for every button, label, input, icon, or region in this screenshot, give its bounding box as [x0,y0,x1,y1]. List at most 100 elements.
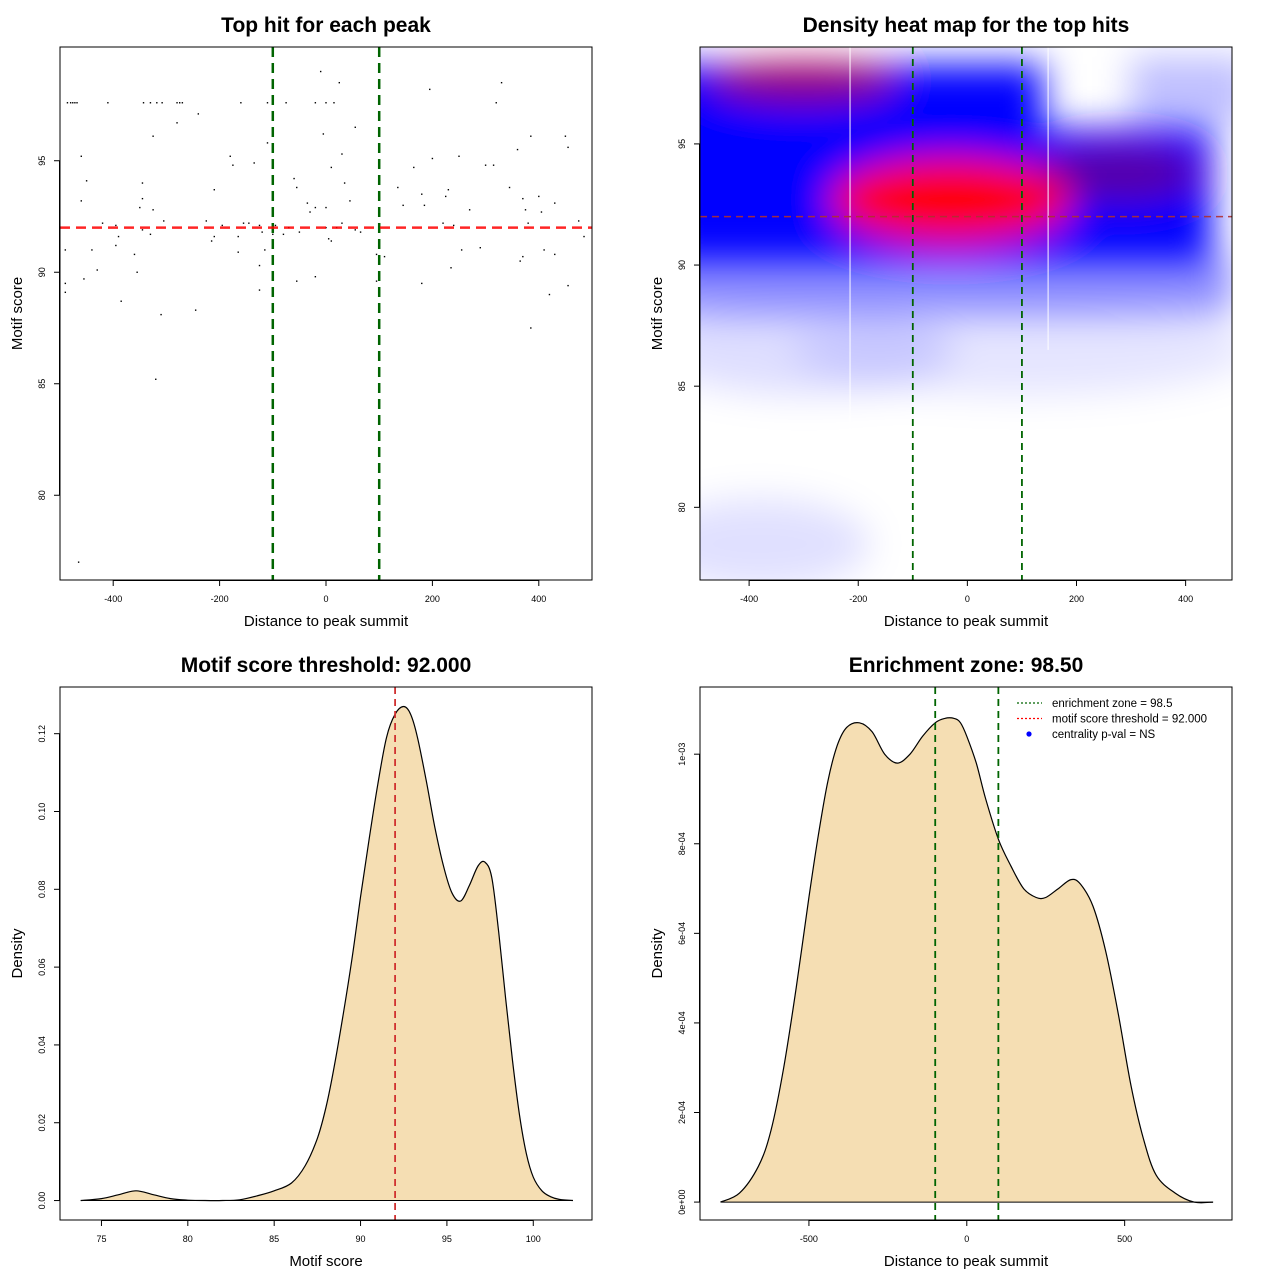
data-point [431,157,434,160]
data-point [354,126,356,128]
density-band [700,255,1232,314]
data-point [527,222,529,224]
y-tick-label: 2e-04 [677,1101,687,1124]
y-tick-label: 80 [37,490,47,500]
legend-label: centrality p-val = NS [1052,729,1156,741]
y-axis-label: Density [9,928,26,979]
plot-area [720,687,1214,1220]
x-axis-label: Distance to peak summit [884,1253,1049,1270]
data-point [338,81,340,84]
chart-title: Density heat map for the top hits [803,14,1130,37]
y-tick-label: 90 [677,260,687,270]
data-point [519,260,521,262]
data-point [242,222,245,224]
data-point [524,209,527,211]
data-point [64,249,67,251]
data-point [221,224,223,227]
plot-frame [699,46,1233,581]
x-tick-label: 0 [964,1234,969,1244]
legend: enrichment zone = 98.5 motif score thresh… [1017,698,1207,741]
data-point [530,327,532,329]
data-point [319,70,322,73]
data-point [69,102,72,104]
x-tick-label: 75 [96,1234,106,1244]
y-tick-label: 0.02 [37,1114,47,1132]
y-axis-label: Density [649,928,666,979]
data-point [325,206,327,209]
data-point [66,102,69,104]
data-point [578,220,580,222]
data-point [484,164,487,166]
chart-title: Enrichment zone: 98.50 [849,654,1084,677]
data-point [397,186,399,189]
data-point [421,193,423,195]
y-tick-label: 85 [37,379,47,389]
data-point [120,300,122,302]
x-tick-label: 200 [425,594,440,604]
data-point [80,200,82,202]
score-density-panel: Motif score threshold: 92.000 Motif score… [9,654,593,1270]
data-point [442,222,444,224]
x-tick-label: 80 [183,1234,193,1244]
y-tick-label: 0.08 [37,881,47,899]
density-wash [791,304,1232,395]
data-point [450,267,452,269]
data-point [402,204,404,207]
data-point [495,102,497,104]
data-point [258,224,261,227]
data-point [179,102,181,104]
plot-area [60,47,592,580]
plot-frame [699,686,1233,1221]
data-point [445,195,447,198]
data-point [141,229,144,231]
density-mode [1040,144,1201,201]
data-point [107,102,109,104]
data-point [261,231,263,233]
x-tick-label: -400 [740,594,758,604]
legend-point-icon [1026,731,1032,737]
data-point [117,235,120,238]
data-point [293,177,295,180]
data-point [413,166,415,169]
heatmap-field [700,56,1232,580]
data-point [354,229,356,231]
data-point [253,162,255,164]
data-point [133,253,136,256]
data-point [567,146,569,149]
x-axis-label: Distance to peak summit [884,613,1049,630]
data-point [330,240,333,242]
data-point [522,197,524,200]
y-tick-label: 85 [677,381,687,391]
data-point [314,206,317,209]
data-point [548,293,551,296]
data-point [139,206,141,209]
density-mode [708,58,899,103]
data-point [248,222,250,224]
data-point [83,278,85,280]
x-tick-label: 400 [1178,594,1193,604]
data-point [554,253,556,256]
plot-frame [59,46,593,581]
x-tick-label: 95 [442,1234,452,1244]
density-peak [901,171,1012,224]
data-point [115,224,117,227]
data-point [282,233,285,236]
chart-title: Top hit for each peak [221,14,431,37]
density-wash [700,498,870,580]
data-point [149,102,152,104]
data-point [74,102,76,104]
x-tick-label: 500 [1117,1234,1132,1244]
x-tick-label: 200 [1069,594,1084,604]
plot-area [80,687,574,1220]
data-point [115,244,117,247]
data-point [309,211,311,213]
heatmap-panel: Density heat map for the top hits Distanc… [649,14,1233,630]
scatter-panel: Top hit for each peak Distance to peak su… [9,14,593,630]
data-point [285,102,287,104]
y-tick-label: 90 [37,267,47,277]
data-point [152,135,154,137]
data-point [296,186,298,189]
data-point [101,222,104,224]
data-point [349,200,351,202]
data-point [375,253,378,256]
